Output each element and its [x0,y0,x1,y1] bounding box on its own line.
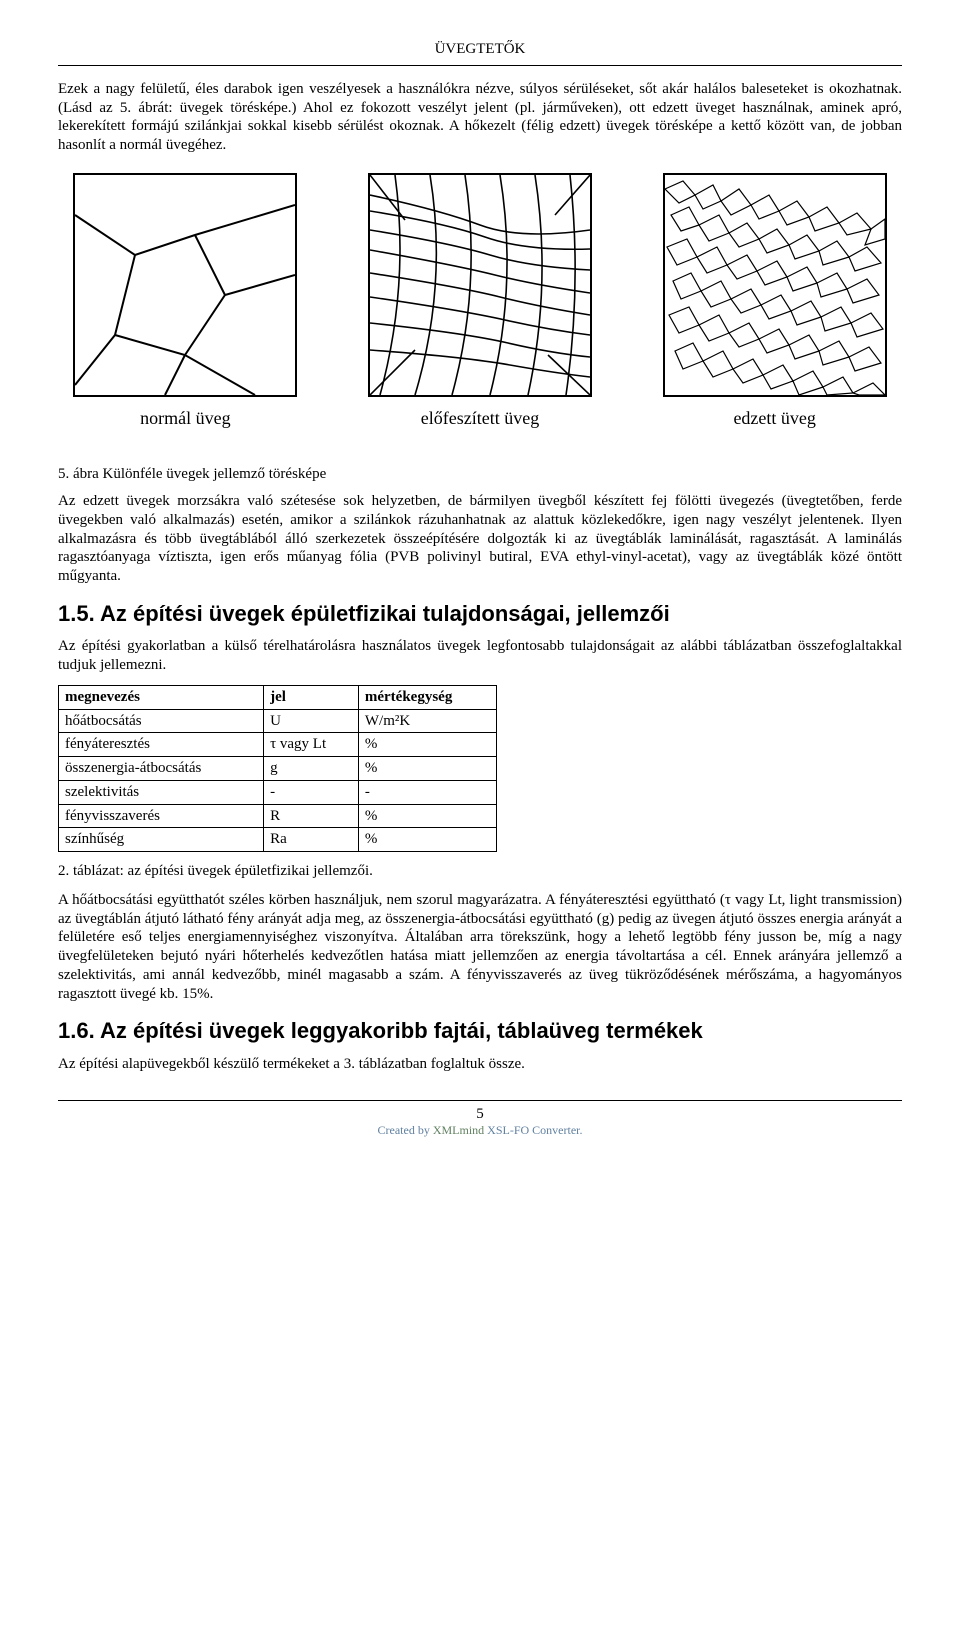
table-row: színhűségRa% [59,828,497,852]
figure-label: előfeszített üveg [421,407,539,430]
footer-text: XSL-FO Converter. [484,1123,582,1137]
table-cell: g [264,757,359,781]
heading-1-5: 1.5. Az építési üvegek épületfizikai tul… [58,600,902,628]
page-footer: 5 Created by XMLmind XSL-FO Converter. [58,1100,902,1139]
figure-row: normál üveg [58,173,902,430]
table-row: összenergia-átbocsátásg% [59,757,497,781]
figure-label: edzett üveg [733,407,815,430]
figure-prestressed: előfeszített üveg [353,173,608,430]
figure-label: normál üveg [140,407,230,430]
table-cell: fényvisszaverés [59,804,264,828]
table-row: szelektivitás-- [59,780,497,804]
figure-tempered: edzett üveg [647,173,902,430]
table-cell: fényáteresztés [59,733,264,757]
table-cell: - [358,780,496,804]
table-cell: R [264,804,359,828]
table-cell: - [264,780,359,804]
table-caption: 2. táblázat: az építési üvegek épületfiz… [58,862,902,881]
table-cell: τ vagy Lt [264,733,359,757]
table-cell: összenergia-átbocsátás [59,757,264,781]
paragraph: Az építési alapüvegekből készülő terméke… [58,1055,902,1074]
table-cell: hőátbocsátás [59,709,264,733]
paragraph: Az edzett üvegek morzsákra való szétesés… [58,492,902,586]
divider-top [58,65,902,66]
table-header-row: megnevezés jel mértékegység [59,685,497,709]
table-row: fényáteresztésτ vagy Lt% [59,733,497,757]
table-cell: U [264,709,359,733]
table-row: hőátbocsátásUW/m²K [59,709,497,733]
page-number: 5 [58,1105,902,1124]
table-cell: Ra [264,828,359,852]
table-cell: szelektivitás [59,780,264,804]
page-header: ÜVEGTETŐK [58,40,902,59]
table-header: jel [264,685,359,709]
heading-1-6: 1.6. Az építési üvegek leggyakoribb fajt… [58,1017,902,1045]
table-cell: % [358,828,496,852]
figure-caption: 5. ábra Különféle üvegek jellemző törésk… [58,465,902,484]
figure-svg-tempered [663,173,887,397]
table-cell: % [358,804,496,828]
paragraph: Ezek a nagy felületű, éles darabok igen … [58,80,902,155]
footer-text: Created by [378,1123,433,1137]
footer-text: XMLmind [433,1123,484,1137]
table-header: megnevezés [59,685,264,709]
table-cell: % [358,733,496,757]
properties-table: megnevezés jel mértékegység hőátbocsátás… [58,685,497,852]
table-cell: W/m²K [358,709,496,733]
table-row: fényvisszaverésR% [59,804,497,828]
figure-svg-normal [73,173,297,397]
figure-svg-prestressed [368,173,592,397]
figure-normal: normál üveg [58,173,313,430]
table-cell: színhűség [59,828,264,852]
divider-bottom [58,1100,902,1101]
table-cell: % [358,757,496,781]
table-header: mértékegység [358,685,496,709]
footer-credit: Created by XMLmind XSL-FO Converter. [58,1123,902,1138]
paragraph: Az építési gyakorlatban a külső térelhat… [58,637,902,675]
paragraph: A hőátbocsátási együtthatót széles körbe… [58,891,902,1004]
